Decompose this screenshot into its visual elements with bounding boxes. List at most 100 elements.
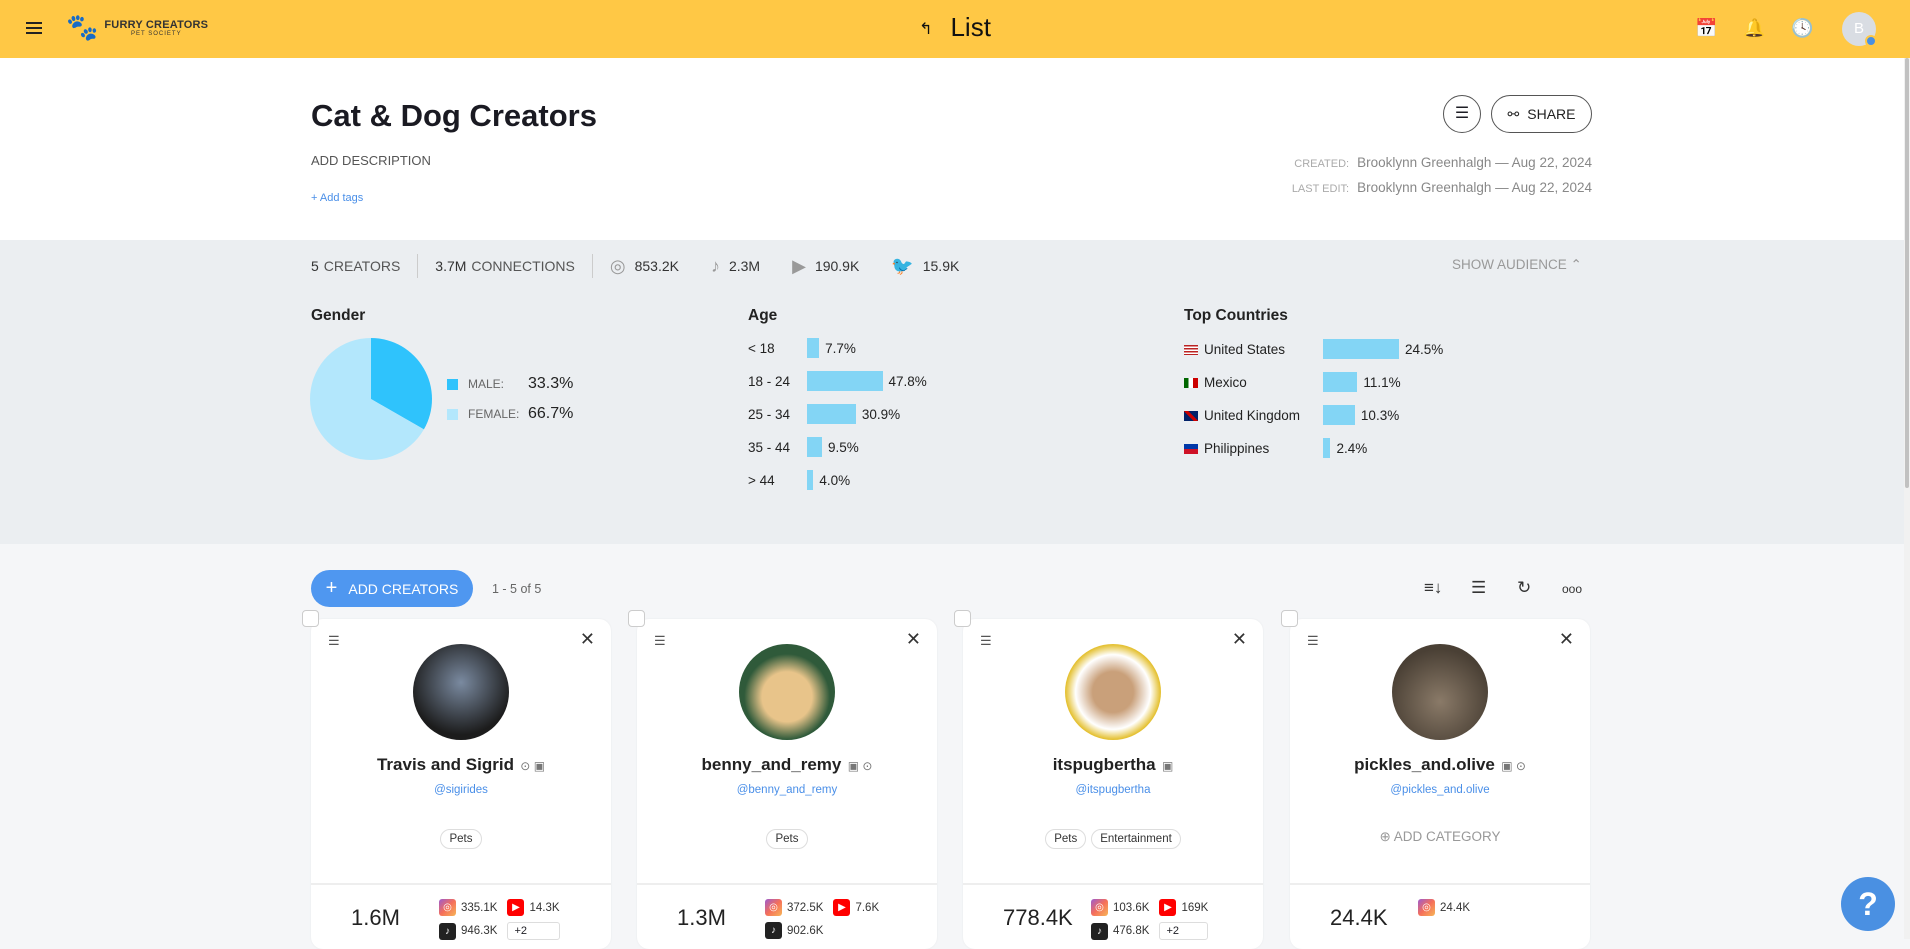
remove-icon[interactable]: ✕ bbox=[905, 629, 921, 649]
age-value: 30.9% bbox=[861, 406, 901, 422]
creator-handle[interactable]: @benny_and_remy bbox=[736, 784, 838, 796]
total-followers: 1.3M bbox=[677, 905, 726, 930]
female-value: 66.7% bbox=[528, 405, 574, 422]
creator-name-row: Travis and Sigrid ⊙ ▣ bbox=[311, 755, 611, 775]
divider bbox=[311, 883, 611, 885]
country-value: 10.3% bbox=[1360, 407, 1400, 423]
youtube-icon: ▶ bbox=[1159, 899, 1177, 916]
creators-label: CREATORS bbox=[323, 258, 401, 274]
category-chip[interactable]: Pets bbox=[440, 829, 482, 849]
platform-stat: ♪ 902.6K bbox=[765, 922, 823, 939]
country-bar bbox=[1323, 405, 1355, 425]
country-label: United States bbox=[1204, 341, 1286, 357]
more-platforms-badge[interactable]: +2 bbox=[1159, 922, 1209, 940]
youtube-total: 190.9K bbox=[814, 258, 860, 274]
female-label: FEMALE: bbox=[468, 407, 520, 421]
remove-icon[interactable]: ✕ bbox=[579, 629, 595, 649]
back-icon[interactable]: ↰ bbox=[919, 21, 933, 39]
last-edit-info: LAST EDIT: Brooklynn Greenhalgh — Aug 22,… bbox=[1292, 180, 1592, 195]
age-label: < 18 bbox=[748, 340, 775, 356]
list-title[interactable]: Cat & Dog Creators bbox=[311, 98, 597, 133]
created-value: Brooklynn Greenhalgh — Aug 22, 2024 bbox=[1357, 155, 1592, 170]
creator-name[interactable]: Travis and Sigrid bbox=[376, 755, 514, 774]
male-swatch bbox=[447, 378, 458, 390]
creator-avatar[interactable] bbox=[1065, 644, 1161, 740]
divider bbox=[591, 254, 593, 278]
last-edit-label: LAST EDIT: bbox=[1291, 183, 1350, 195]
creator-card[interactable]: ☰ ✕ itspugbertha ▣ @itspugbertha Pets Ent… bbox=[954, 610, 1263, 949]
creator-name[interactable]: benny_and_remy bbox=[701, 755, 842, 774]
brand-tagline: PET SOCIETY bbox=[131, 30, 182, 37]
select-checkbox[interactable] bbox=[302, 610, 319, 627]
category-chip[interactable]: Pets bbox=[1045, 829, 1087, 849]
instagram-total: 853.2K bbox=[634, 258, 679, 274]
more-options-icon[interactable]: ooo bbox=[1562, 582, 1583, 596]
notes-icon[interactable]: ☰ bbox=[980, 633, 992, 648]
creator-avatar[interactable] bbox=[413, 644, 509, 740]
creator-card[interactable]: ☰ ✕ benny_and_remy ▣ ⊙ @benny_and_remy P… bbox=[628, 610, 937, 949]
platform-followers: 103.6K bbox=[1113, 901, 1150, 914]
twitter-icon: 🐦 bbox=[891, 255, 914, 276]
refresh-icon[interactable]: ↻ bbox=[1517, 578, 1532, 597]
show-audience-toggle[interactable]: SHOW AUDIENCE ⌃ bbox=[1452, 257, 1582, 273]
help-button[interactable]: ? bbox=[1841, 877, 1895, 931]
age-heading: Age bbox=[748, 307, 778, 324]
audience-panel bbox=[0, 240, 1904, 544]
remove-icon[interactable]: ✕ bbox=[1558, 629, 1574, 649]
remove-icon[interactable]: ✕ bbox=[1231, 629, 1247, 649]
logo[interactable]: 🐾 FURRY CREATORS PET SOCIETY bbox=[66, 12, 208, 43]
creator-card[interactable]: ☰ ✕ Travis and Sigrid ⊙ ▣ @sigirides Pet… bbox=[302, 610, 611, 949]
creators-count: 5 bbox=[311, 258, 319, 274]
male-label: MALE: bbox=[468, 377, 505, 391]
category-list: Pets bbox=[637, 829, 937, 849]
divider bbox=[417, 254, 419, 278]
platform-stat: ◎ 103.6K bbox=[1091, 899, 1149, 916]
creator-name[interactable]: pickles_and.olive bbox=[1354, 755, 1495, 774]
view-toggle-icon[interactable]: ☰ bbox=[1471, 578, 1487, 597]
plus-icon: + bbox=[325, 577, 338, 599]
platform-followers: 335.1K bbox=[461, 901, 498, 914]
country-bar bbox=[1323, 339, 1399, 359]
tiktok-icon: ♪ bbox=[710, 255, 720, 276]
age-bar bbox=[807, 338, 820, 358]
select-checkbox[interactable] bbox=[628, 610, 645, 627]
add-creators-button[interactable]: + ADD CREATORS bbox=[311, 570, 473, 607]
add-description[interactable]: ADD DESCRIPTION bbox=[311, 153, 431, 168]
age-label: 25 - 34 bbox=[748, 406, 791, 422]
category-chip[interactable]: Entertainment bbox=[1091, 829, 1181, 849]
more-platforms-badge[interactable]: +2 bbox=[507, 922, 560, 940]
share-button[interactable]: ⚯ SHARE bbox=[1491, 95, 1592, 133]
platform-stat: ♪ 946.3K bbox=[439, 922, 497, 940]
notes-icon[interactable]: ☰ bbox=[328, 633, 340, 648]
notes-icon[interactable]: ☰ bbox=[1307, 633, 1319, 648]
select-checkbox[interactable] bbox=[954, 610, 971, 627]
age-row: > 44 4.0% bbox=[748, 470, 850, 490]
notes-icon[interactable]: ☰ bbox=[654, 633, 666, 648]
creator-handle[interactable]: @sigirides bbox=[434, 784, 488, 796]
user-avatar[interactable]: B bbox=[1842, 12, 1877, 47]
creator-handle[interactable]: @pickles_and.olive bbox=[1390, 784, 1490, 796]
add-tags-link[interactable]: + Add tags bbox=[311, 192, 364, 204]
add-category-button[interactable]: ⊕ ADD CATEGORY bbox=[1379, 829, 1501, 844]
bell-icon[interactable]: 🔔 bbox=[1743, 18, 1766, 38]
menu-icon[interactable] bbox=[26, 22, 42, 34]
scrollbar[interactable] bbox=[1904, 58, 1910, 939]
clock-icon[interactable]: 🕓 bbox=[1791, 18, 1814, 38]
creator-avatar[interactable] bbox=[1392, 644, 1488, 740]
creator-name[interactable]: itspugbertha bbox=[1052, 755, 1156, 774]
sort-icon[interactable]: ≡↓ bbox=[1424, 578, 1443, 597]
creator-avatar[interactable] bbox=[739, 644, 835, 740]
divider bbox=[637, 883, 937, 885]
category-chip[interactable]: Pets bbox=[766, 829, 808, 849]
calendar-icon[interactable]: 📅 bbox=[1695, 18, 1718, 38]
creator-handle[interactable]: @itspugbertha bbox=[1075, 784, 1151, 796]
platform-stat: ◎ 335.1K bbox=[439, 899, 497, 916]
instagram-icon: ◎ bbox=[439, 899, 456, 916]
select-checkbox[interactable] bbox=[1281, 610, 1298, 627]
platform-stat: ♪ 476.8K bbox=[1091, 922, 1149, 940]
show-audience-label: SHOW AUDIENCE bbox=[1452, 257, 1567, 272]
notes-button[interactable]: ☰ bbox=[1443, 95, 1481, 133]
list-header bbox=[0, 58, 1904, 240]
scrollbar-thumb[interactable] bbox=[1905, 58, 1909, 488]
creator-card[interactable]: ☰ ✕ pickles_and.olive ▣ ⊙ @pickles_and.o… bbox=[1281, 610, 1590, 949]
